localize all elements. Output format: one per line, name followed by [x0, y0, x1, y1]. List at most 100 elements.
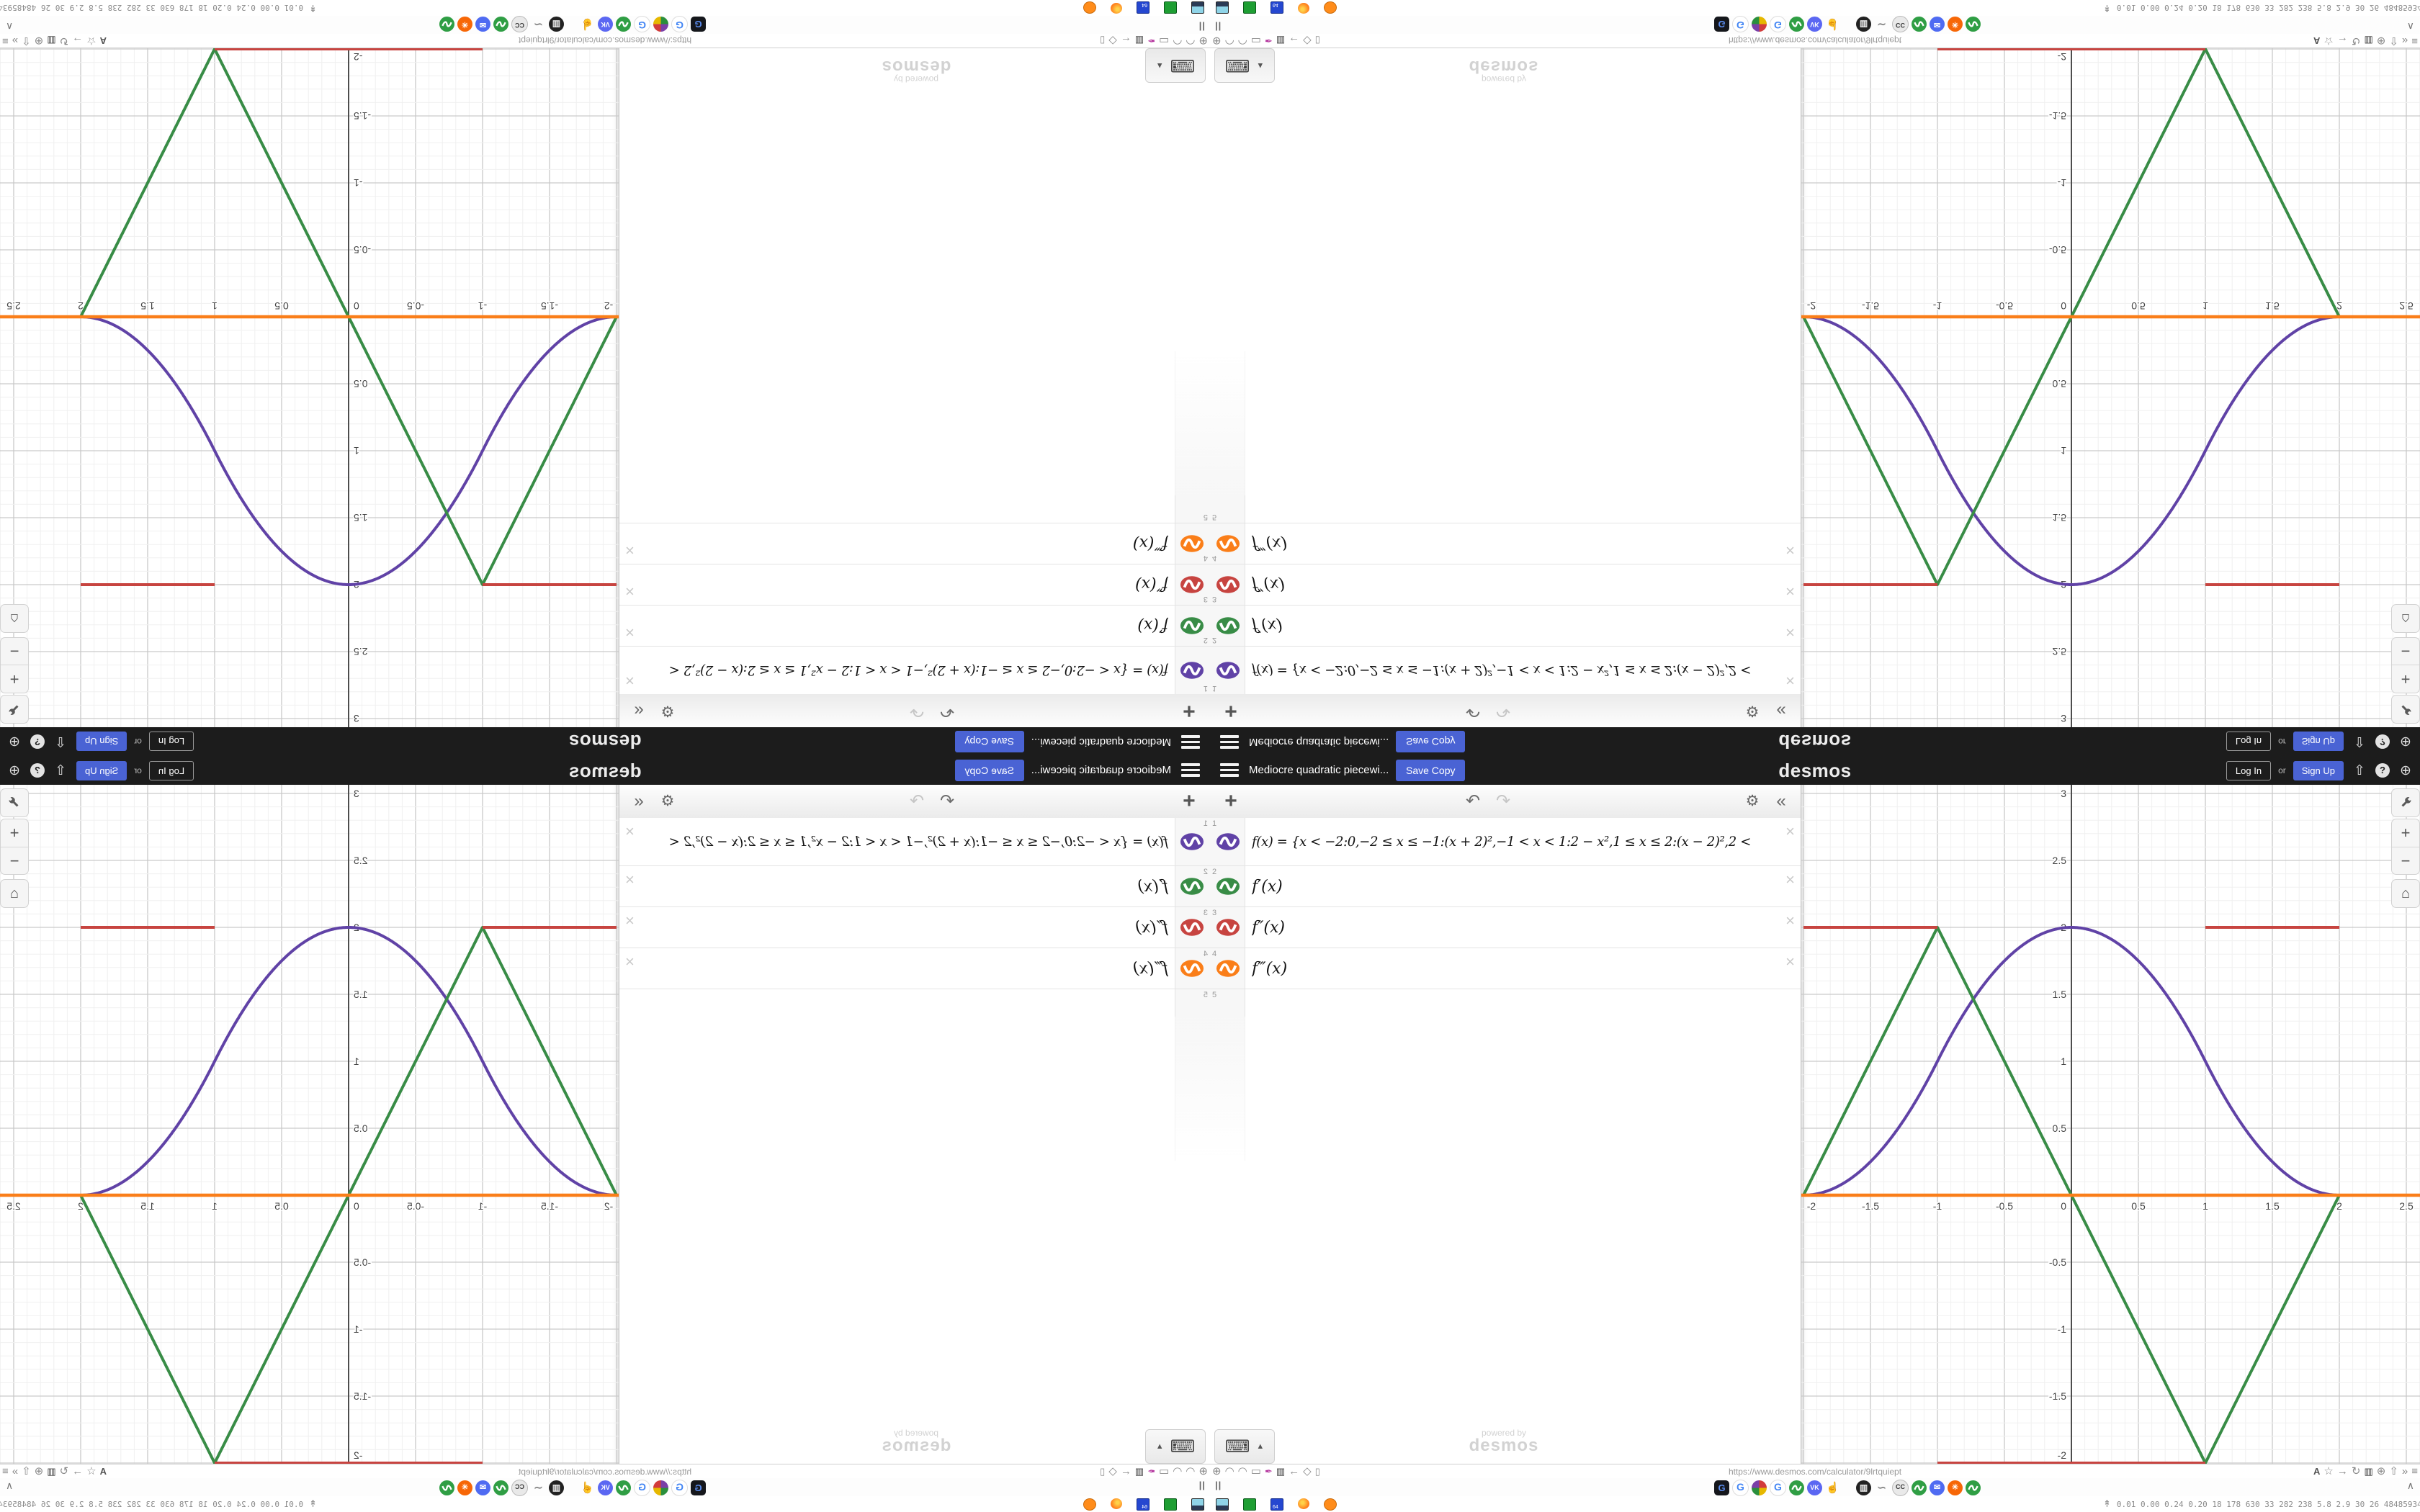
- delete-expression-icon[interactable]: ×: [1785, 582, 1795, 600]
- expression-formula[interactable]: f′(x): [1137, 616, 1168, 635]
- star-icon[interactable]: ☆: [2323, 1465, 2334, 1477]
- taskbar-app-desmos-icon[interactable]: [616, 1480, 631, 1495]
- blender-desktop-icon[interactable]: [1083, 1498, 1096, 1511]
- expression-row[interactable]: 2 f′(x) ×: [619, 866, 1210, 907]
- expression-row-empty[interactable]: 5: [1210, 495, 1801, 523]
- graph-settings-gear-icon[interactable]: ⚙: [660, 703, 675, 719]
- expression-row[interactable]: 1 f(x) = {x < −2:0,−2 ≤ x ≤ −1:(x + 2)²,…: [619, 818, 1210, 866]
- delete-expression-icon[interactable]: ×: [1785, 541, 1795, 559]
- forward-arrow-icon[interactable]: →: [72, 1465, 84, 1477]
- back-arrow-icon[interactable]: ←: [1289, 1465, 1300, 1477]
- taskbar-app-desmos-icon[interactable]: [493, 1480, 508, 1495]
- page-url[interactable]: https://www.desmos.com/calculator/9lrtqu…: [1728, 35, 1902, 45]
- help-icon[interactable]: ?: [2375, 734, 2390, 749]
- zoom-in-button[interactable]: +: [1, 665, 28, 693]
- trash-icon[interactable]: ▥: [2364, 1466, 2373, 1477]
- chevrons-right-icon[interactable]: »: [2401, 1465, 2408, 1477]
- taskbar-app-g-dark[interactable]: G: [691, 1480, 706, 1495]
- gauge-icon[interactable]: ◠: [1237, 1465, 1247, 1477]
- show-keyboard-button[interactable]: ⌨ ▲: [1214, 1429, 1275, 1464]
- chevrons-right-icon[interactable]: »: [12, 1465, 19, 1477]
- reload-icon[interactable]: ↻: [59, 35, 69, 47]
- taskbar-app-google[interactable]: G: [671, 16, 688, 32]
- expression-row[interactable]: 3 f″(x) ×: [1210, 907, 1801, 948]
- pause-icon[interactable]: ||: [1215, 1480, 1222, 1490]
- delete-expression-icon[interactable]: ×: [1785, 672, 1795, 690]
- curve-style-icon[interactable]: [1216, 535, 1240, 553]
- share-icon[interactable]: ⇧: [2389, 35, 2398, 47]
- expression-formula[interactable]: f(x) = {x < −2:0,−2 ≤ x ≤ −1:(x + 2)²,−1…: [670, 834, 1168, 850]
- graph-canvas[interactable]: -2-1.5-1-0.50.511.522.532.521.510.5-0.5-…: [0, 785, 619, 1464]
- delete-expression-icon[interactable]: ×: [625, 582, 635, 600]
- share-icon[interactable]: ⇧: [55, 734, 66, 750]
- page-url[interactable]: https://www.desmos.com/calculator/9lrtqu…: [518, 35, 692, 45]
- default-zoom-home-button[interactable]: ⌂: [0, 604, 29, 633]
- floppy-64-desktop-icon[interactable]: [1270, 1, 1283, 14]
- undo-icon[interactable]: ↶: [939, 701, 955, 721]
- graph-settings-gear-icon[interactable]: ⚙: [1745, 793, 1760, 809]
- taskbar-app-google[interactable]: G: [634, 1480, 650, 1496]
- taskbar-app-desmos-icon[interactable]: [493, 17, 508, 32]
- gauge-icon[interactable]: ◠: [1224, 1465, 1234, 1477]
- chevron-up-icon[interactable]: ∧: [6, 21, 14, 32]
- delete-expression-icon[interactable]: ×: [1785, 912, 1795, 930]
- curve-style-icon[interactable]: [1216, 960, 1240, 978]
- delete-expression-icon[interactable]: ×: [1785, 953, 1795, 971]
- sign-up-button[interactable]: Sign Up: [2293, 732, 2344, 752]
- settings-flower-icon[interactable]: ✳: [1948, 1480, 1963, 1495]
- squirrel-icon[interactable]: ∽: [534, 1482, 543, 1494]
- default-zoom-home-button[interactable]: ⌂: [2391, 604, 2420, 633]
- document-title[interactable]: Mediocre quadratic piecewi...: [1249, 764, 1389, 776]
- collapse-panel-icon[interactable]: «: [1776, 701, 1786, 721]
- save-copy-button[interactable]: Save Copy: [1396, 760, 1466, 781]
- curve-style-icon[interactable]: [1180, 919, 1204, 937]
- taskbar-app-g-dark[interactable]: G: [691, 17, 706, 32]
- cc-app-icon[interactable]: CC: [1892, 16, 1909, 32]
- collapse-panel-icon[interactable]: «: [634, 701, 644, 721]
- expression-row[interactable]: 3 f″(x) ×: [1210, 564, 1801, 605]
- thumbs-up-icon[interactable]: ☝: [581, 1482, 594, 1494]
- add-expression-button[interactable]: +: [1224, 699, 1237, 723]
- translate-icon[interactable]: A: [2313, 35, 2321, 46]
- menu-icon[interactable]: ≡: [2411, 35, 2418, 47]
- thumbs-up-icon[interactable]: ☝: [1826, 18, 1839, 30]
- curve-style-icon[interactable]: [1216, 919, 1240, 937]
- curve-style-icon[interactable]: [1180, 833, 1204, 851]
- taskbar-app-desmos-icon[interactable]: [439, 17, 454, 32]
- add-expression-button[interactable]: +: [1224, 789, 1237, 813]
- pause-icon[interactable]: ||: [1198, 1480, 1205, 1490]
- expression-formula[interactable]: f‴(x): [1252, 959, 1288, 978]
- show-keyboard-button[interactable]: ⌨ ▲: [1145, 48, 1206, 83]
- firefox-desktop-icon[interactable]: [1298, 3, 1309, 14]
- blender-desktop-icon[interactable]: [1324, 1, 1337, 14]
- redo-icon[interactable]: ↷: [909, 791, 925, 811]
- star-icon[interactable]: ☆: [2323, 35, 2334, 47]
- taskbar-app-google[interactable]: G: [1770, 16, 1786, 32]
- expression-formula[interactable]: f″(x): [1135, 575, 1168, 594]
- expression-formula[interactable]: f″(x): [1252, 575, 1285, 594]
- zoom-in-button[interactable]: +: [2392, 665, 2419, 693]
- curve-style-icon[interactable]: [1180, 960, 1204, 978]
- delete-expression-icon[interactable]: ×: [625, 912, 635, 930]
- log-in-button[interactable]: Log In: [148, 732, 194, 752]
- desmos-logo[interactable]: desmos: [1778, 760, 1852, 781]
- globe-icon[interactable]: ⊕: [2376, 35, 2386, 47]
- log-in-button[interactable]: Log In: [2226, 732, 2272, 752]
- share-icon[interactable]: ⇧: [2354, 762, 2365, 778]
- curve-style-icon[interactable]: [1216, 576, 1240, 594]
- taskbar-app-google[interactable]: G: [1770, 1480, 1786, 1496]
- floppy-64-desktop-icon[interactable]: [1137, 1, 1150, 14]
- delete-expression-icon[interactable]: ×: [625, 541, 635, 559]
- card-reader-desktop-icon[interactable]: [1164, 1498, 1177, 1511]
- share-icon[interactable]: ⇧: [2389, 1465, 2398, 1477]
- language-globe-icon[interactable]: ⊕: [2400, 734, 2411, 750]
- graph-paper[interactable]: -2 -1.5 -1 -0.5 0.5 1 1.5 2 2.5 3 2.5 2 1.5 1 0.5 -0.5-…: [1801, 785, 2420, 1464]
- blender-desktop-icon[interactable]: [1324, 1498, 1337, 1511]
- delete-expression-icon[interactable]: ×: [1785, 624, 1795, 642]
- language-globe-icon[interactable]: ⊕: [2400, 762, 2411, 778]
- chevron-up-icon[interactable]: ∧: [2406, 21, 2414, 32]
- computer-desktop-icon[interactable]: [1191, 1, 1204, 14]
- taskbar-app-g-dark[interactable]: G: [1714, 17, 1729, 32]
- computer-desktop-icon[interactable]: [1216, 1498, 1229, 1511]
